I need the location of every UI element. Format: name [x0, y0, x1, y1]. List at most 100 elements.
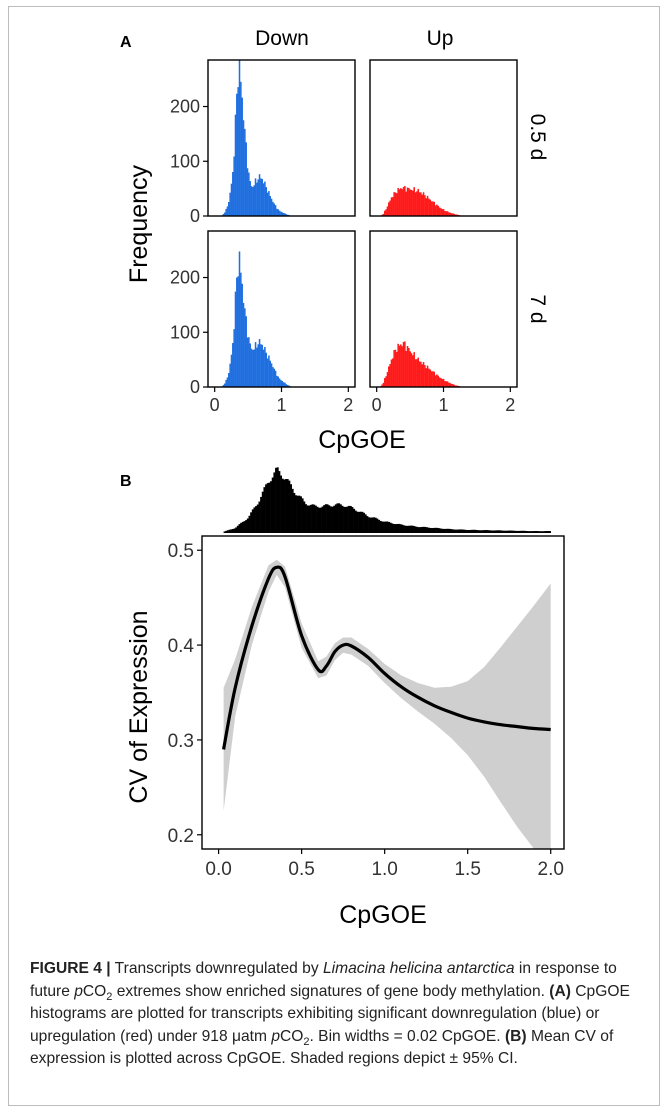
marginal-histogram-bar	[529, 531, 532, 533]
marginal-histogram-bar	[329, 506, 332, 533]
marginal-histogram-bar	[376, 518, 379, 533]
marginal-histogram-bar	[358, 511, 361, 533]
marginal-histogram-bar	[469, 529, 472, 533]
histogram-bar	[246, 337, 249, 387]
histogram-bar	[388, 366, 390, 387]
histogram-bar	[269, 360, 272, 387]
histogram-bar	[416, 359, 418, 387]
caption-label-a: (A)	[549, 982, 571, 1000]
marginal-histogram-bar	[504, 530, 507, 533]
histogram-bar	[285, 384, 288, 387]
marginal-histogram-bar	[256, 504, 259, 533]
histogram-bar	[420, 192, 422, 216]
histogram-bar	[237, 87, 239, 217]
histogram-bar	[445, 381, 448, 387]
panel-b-xlabel: CpGOE	[339, 901, 427, 929]
marginal-histogram-bar	[544, 531, 547, 533]
histogram-bar	[254, 342, 257, 387]
histogram-bar	[278, 378, 281, 387]
histogram-bar	[230, 183, 233, 216]
histogram-bar	[232, 172, 234, 216]
histogram-bar	[257, 179, 259, 216]
histogram-bar	[389, 200, 391, 216]
marginal-histogram-bar	[348, 505, 351, 533]
histogram-bar	[225, 208, 227, 216]
marginal-histogram-bar	[426, 527, 429, 533]
marginal-histogram-bar	[366, 516, 369, 533]
marginal-histogram-bar	[354, 510, 357, 533]
histogram-bar	[453, 384, 456, 387]
x-tick-label: 2.0	[538, 859, 564, 880]
marginal-histogram-bar	[547, 530, 550, 533]
marginal-histogram-bar	[519, 530, 522, 533]
marginal-histogram-bar	[321, 506, 324, 533]
marginal-histogram-bar	[524, 530, 527, 533]
marginal-histogram-bar	[316, 506, 319, 533]
histogram-bar	[234, 114, 237, 216]
x-tick-label: 0.5	[288, 859, 314, 880]
caption-text-1: Transcripts downregulated by	[110, 960, 323, 977]
histogram-bar	[258, 339, 261, 387]
marginal-histogram-bar	[304, 504, 307, 533]
histogram-bar	[410, 189, 413, 216]
marginal-histogram-bar	[452, 529, 455, 533]
histogram-bar	[249, 181, 251, 216]
histogram-bar	[433, 371, 436, 387]
histogram-bar	[224, 212, 226, 216]
histogram-bar	[449, 383, 452, 387]
marginal-histogram-bar	[442, 528, 445, 533]
histogram-bar	[244, 128, 246, 216]
marginal-histogram-bar	[334, 504, 337, 533]
panel-b-plot: 0.2 0.3 0.4 0.5 0.0 0.5 1.0 1.5 2.0	[168, 535, 565, 880]
histogram-bar	[398, 345, 401, 387]
histogram-bar	[405, 350, 407, 387]
histogram-bar	[241, 283, 243, 387]
histogram-bar	[454, 385, 457, 387]
histogram-bar	[273, 368, 276, 387]
marginal-histogram-bar	[514, 530, 517, 533]
marginal-histogram-bar	[444, 528, 447, 533]
marginal-histogram-bar	[407, 525, 410, 533]
y-tick-label: 200	[170, 97, 200, 117]
marginal-histogram-bar	[525, 530, 528, 533]
marginal-histogram-bar	[419, 527, 422, 533]
marginal-histogram-bar	[333, 505, 336, 533]
marginal-histogram-bar	[301, 498, 304, 533]
histogram-bar	[284, 382, 286, 387]
histogram-bar	[388, 202, 390, 216]
histogram-bar	[453, 213, 456, 216]
histogram-bar	[425, 198, 427, 216]
marginal-histogram-bar	[389, 522, 392, 533]
histogram-bar	[381, 384, 383, 387]
marginal-histogram-bar	[466, 529, 468, 533]
marginal-histogram-bar	[467, 530, 470, 533]
marginal-histogram-bar	[484, 530, 487, 533]
histogram-bar	[426, 365, 429, 387]
histogram-bar	[454, 214, 457, 216]
histogram-bar	[397, 188, 399, 216]
marginal-histogram-bar	[510, 530, 513, 533]
histogram-bar	[274, 205, 277, 216]
marginal-histogram-bar	[294, 495, 297, 533]
histogram-bar	[288, 385, 290, 387]
marginal-histogram-bar	[296, 495, 299, 533]
histogram-bar	[234, 291, 237, 387]
x-tick-label: 1.5	[454, 859, 480, 880]
histogram-bar	[242, 120, 245, 216]
x-tick-label: 2	[505, 395, 515, 415]
marginal-histogram-bar	[273, 472, 276, 533]
histogram-bar	[406, 187, 409, 216]
marginal-histogram-bar	[265, 484, 268, 533]
histogram-bar	[421, 194, 423, 216]
marginal-histogram-bar	[406, 525, 409, 533]
histogram-bar	[253, 185, 255, 216]
histogram-bar	[412, 190, 414, 216]
histogram-bar	[260, 178, 262, 216]
histogram-bar	[390, 197, 393, 216]
marginal-histogram-bar	[446, 528, 449, 533]
histogram-bar	[456, 214, 458, 216]
panel-label-a: A	[120, 34, 132, 51]
histogram-bar	[442, 378, 445, 387]
marginal-histogram-bar	[489, 530, 492, 533]
histogram-bar	[452, 213, 454, 216]
